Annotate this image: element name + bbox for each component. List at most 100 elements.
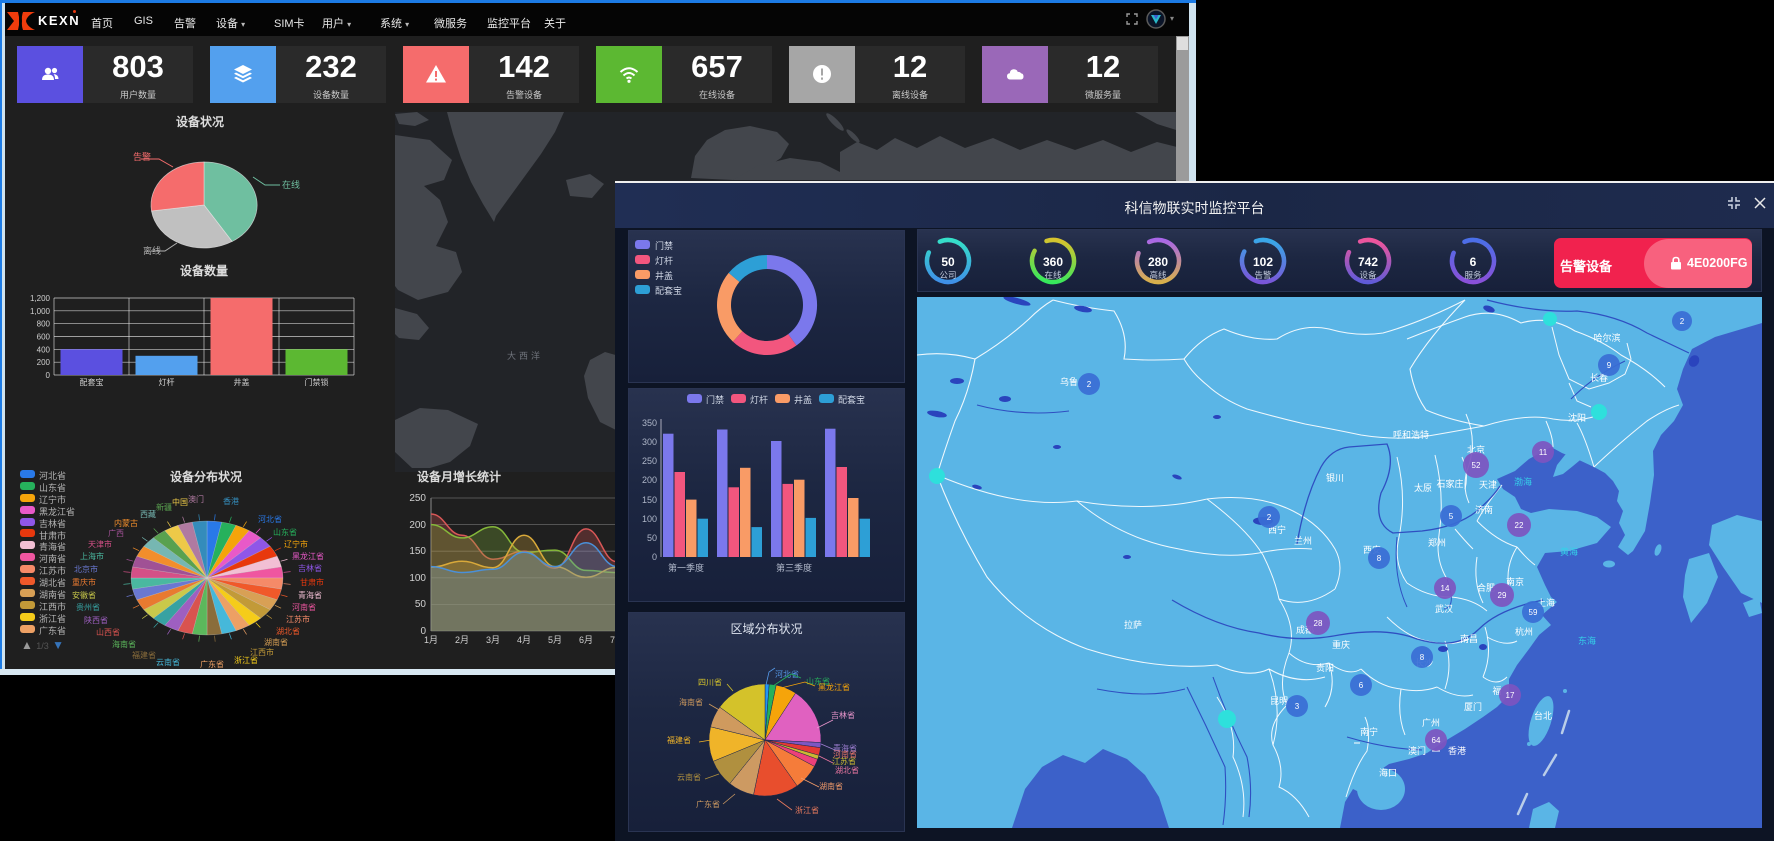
svg-text:江西市: 江西市 [250, 647, 274, 657]
svg-text:北京: 北京 [1467, 444, 1485, 455]
svg-text:贵阳: 贵阳 [1316, 662, 1334, 673]
svg-text:1,200: 1,200 [30, 294, 51, 303]
svg-text:山东省: 山东省 [806, 676, 830, 686]
svg-text:厦门: 厦门 [1464, 701, 1482, 712]
svg-text:贵州省: 贵州省 [76, 602, 100, 612]
svg-text:湖北省: 湖北省 [835, 765, 859, 775]
svg-text:广东省: 广东省 [200, 659, 224, 669]
svg-text:上海市: 上海市 [80, 551, 104, 561]
svg-text:广州: 广州 [1422, 717, 1440, 728]
svg-text:乌鲁: 乌鲁 [1060, 376, 1078, 387]
svg-text:武汉: 武汉 [1435, 603, 1453, 614]
svg-text:第一季度: 第一季度 [668, 562, 704, 573]
svg-text:4月: 4月 [517, 635, 531, 645]
svg-text:52: 52 [1472, 461, 1481, 470]
svg-text:2月: 2月 [455, 635, 469, 645]
svg-text:福: 福 [1492, 685, 1501, 696]
svg-text:辽宁市: 辽宁市 [284, 539, 308, 549]
svg-text:8: 8 [1377, 554, 1382, 563]
svg-text:河北省: 河北省 [775, 669, 799, 679]
svg-text:澳门: 澳门 [188, 495, 204, 504]
svg-text:北京市: 北京市 [74, 564, 98, 574]
svg-text:陕西省: 陕西省 [84, 615, 108, 625]
svg-text:100: 100 [642, 514, 657, 524]
svg-text:6月: 6月 [579, 635, 593, 645]
svg-text:海口: 海口 [1379, 767, 1397, 778]
svg-text:杭州: 杭州 [1515, 626, 1533, 637]
svg-text:渤海: 渤海 [1514, 476, 1532, 487]
svg-text:吉林省: 吉林省 [831, 710, 855, 720]
svg-text:17: 17 [1506, 691, 1515, 700]
svg-text:600: 600 [37, 333, 51, 342]
svg-text:石家庄: 石家庄 [1436, 478, 1463, 489]
svg-text:150: 150 [409, 546, 426, 557]
svg-text:澳门: 澳门 [1408, 745, 1426, 756]
svg-text:在线: 在线 [282, 179, 300, 190]
svg-text:沈阳: 沈阳 [1568, 412, 1586, 423]
svg-text:2: 2 [1267, 513, 1272, 522]
svg-text:广西: 广西 [108, 528, 124, 538]
svg-text:黄海: 黄海 [1560, 546, 1578, 557]
svg-text:中国: 中国 [172, 497, 188, 507]
svg-text:2: 2 [1680, 317, 1685, 326]
svg-text:59: 59 [1529, 608, 1538, 617]
svg-text:新疆: 新疆 [156, 502, 172, 512]
svg-text:门禁锁: 门禁锁 [305, 377, 329, 387]
svg-text:14: 14 [1441, 584, 1450, 593]
svg-text:64: 64 [1432, 736, 1441, 745]
svg-text:青海省: 青海省 [833, 743, 857, 753]
svg-text:800: 800 [37, 320, 51, 329]
svg-text:广东省: 广东省 [696, 799, 720, 809]
svg-text:重庆市: 重庆市 [72, 577, 96, 587]
svg-text:黑龙江省: 黑龙江省 [818, 682, 850, 692]
svg-text:兰州: 兰州 [1294, 535, 1312, 546]
svg-text:上海: 上海 [1537, 597, 1555, 608]
svg-text:长春: 长春 [1590, 372, 1608, 383]
svg-text:350: 350 [642, 418, 657, 428]
svg-text:福建省: 福建省 [667, 735, 691, 745]
svg-text:内蒙古: 内蒙古 [114, 518, 138, 528]
svg-text:11: 11 [1539, 448, 1548, 457]
svg-text:200: 200 [409, 520, 426, 531]
svg-text:3: 3 [1295, 702, 1300, 711]
svg-text:济南: 济南 [1475, 504, 1493, 515]
svg-text:安徽省: 安徽省 [72, 590, 96, 600]
svg-text:湖南省: 湖南省 [264, 637, 288, 647]
svg-text:吉林省: 吉林省 [298, 563, 322, 573]
svg-text:5: 5 [1449, 512, 1454, 521]
svg-text:浙江省: 浙江省 [234, 655, 258, 665]
svg-text:四川省: 四川省 [698, 677, 722, 687]
svg-text:1,000: 1,000 [30, 307, 51, 316]
svg-text:郑州: 郑州 [1428, 537, 1446, 548]
svg-text:告警: 告警 [133, 151, 151, 162]
svg-text:南昌: 南昌 [1460, 633, 1478, 644]
svg-text:250: 250 [409, 493, 426, 504]
svg-text:湖北省: 湖北省 [276, 626, 300, 636]
svg-text:海南省: 海南省 [679, 697, 703, 707]
svg-text:西宁: 西宁 [1268, 524, 1286, 535]
svg-text:300: 300 [642, 437, 657, 447]
svg-text:云南省: 云南省 [677, 772, 701, 782]
svg-text:湖南省: 湖南省 [819, 781, 843, 791]
svg-text:0: 0 [652, 552, 657, 562]
svg-text:天津: 天津 [1479, 480, 1497, 490]
svg-text:天津市: 天津市 [88, 539, 112, 549]
svg-text:香港: 香港 [223, 496, 239, 506]
svg-text:呼和浩特: 呼和浩特 [1393, 429, 1429, 440]
svg-text:配套宝: 配套宝 [80, 377, 104, 387]
svg-text:重庆: 重庆 [1332, 639, 1350, 650]
svg-text:甘肃市: 甘肃市 [300, 577, 324, 587]
svg-text:0: 0 [46, 371, 51, 380]
svg-text:50: 50 [415, 599, 427, 610]
svg-text:成都: 成都 [1296, 624, 1314, 635]
svg-text:9: 9 [1607, 361, 1612, 370]
svg-text:哈尔滨: 哈尔滨 [1593, 332, 1620, 343]
svg-text:江苏省: 江苏省 [832, 756, 856, 766]
svg-text:河南省: 河南省 [292, 602, 316, 612]
svg-text:0: 0 [420, 626, 426, 637]
svg-text:山东省: 山东省 [273, 527, 297, 537]
svg-text:200: 200 [37, 358, 51, 367]
svg-text:1月: 1月 [424, 635, 438, 645]
svg-text:南宁: 南宁 [1360, 726, 1378, 737]
svg-text:28: 28 [1314, 619, 1323, 628]
